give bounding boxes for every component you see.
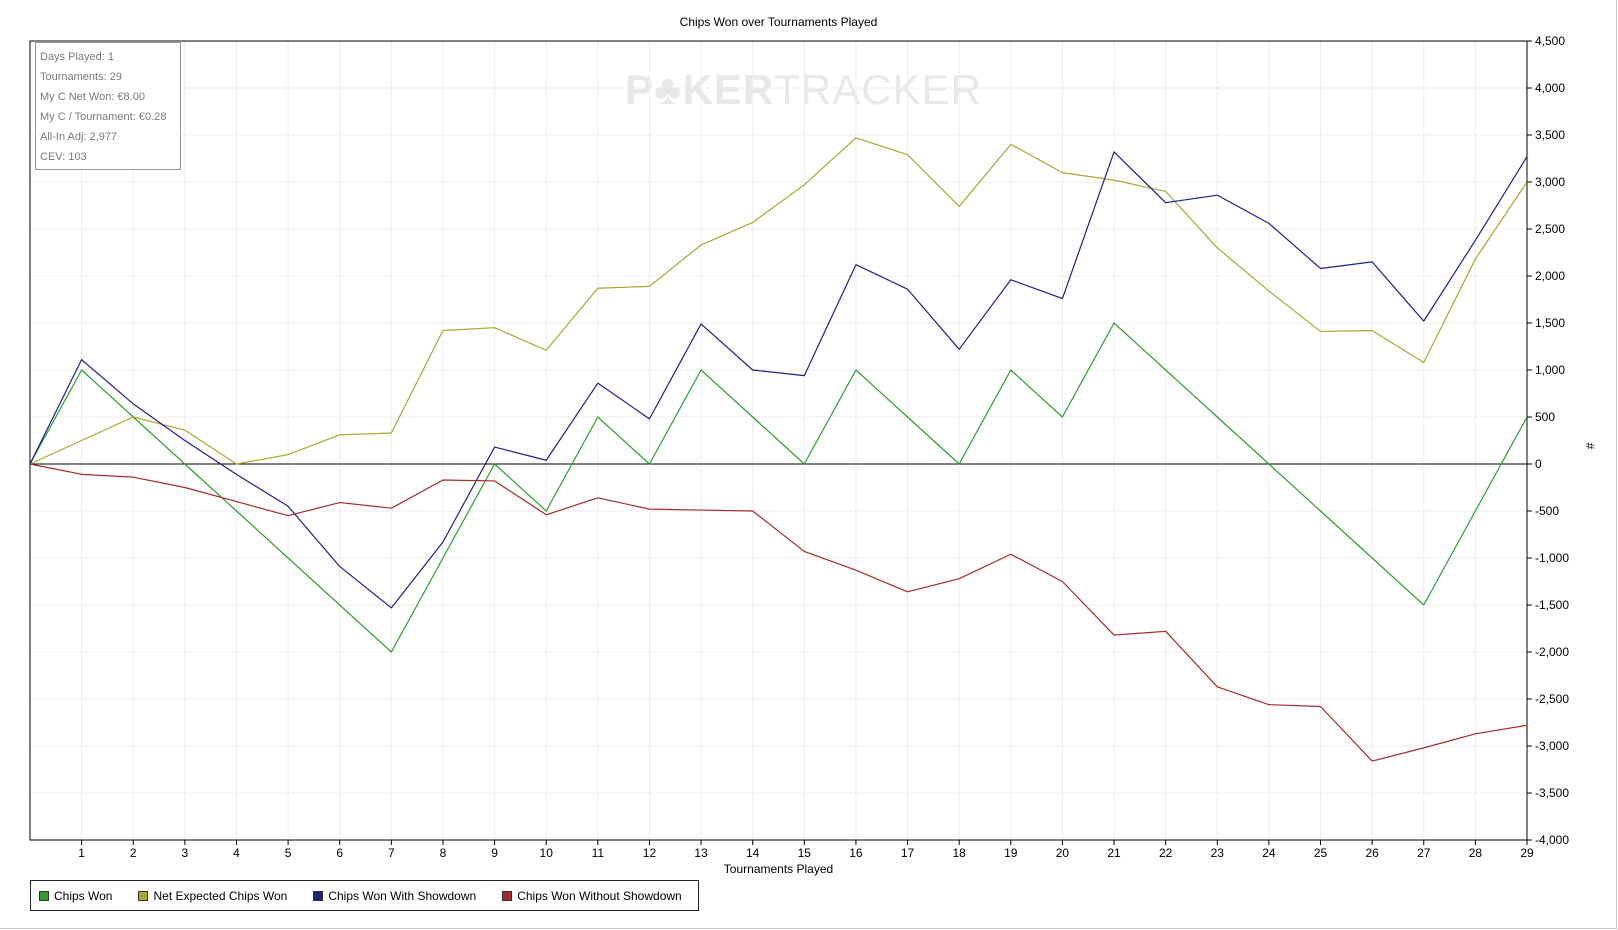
legend-item-net-expected-chips-won[interactable]: Net Expected Chips Won [138,889,287,903]
stat-cev: CEV: 103 [40,151,87,163]
y-tick-label: 1,500 [1535,316,1565,330]
y-tick-label: 2,500 [1535,222,1565,236]
series-line-chips-won-with-showdown [29,151,1528,609]
y-tick-label: 2,000 [1535,269,1565,283]
x-tick-label-26: 26 [1365,846,1379,860]
y-axis-ticks: 4,500 4,000 3,500 3,000 2,500 2,000 1,500 1,000… [1527,34,1569,847]
legend-label: Net Expected Chips Won [153,888,288,903]
stat-all-in-adj: All-In Adj: 2,977 [40,131,118,143]
x-tick-label-18: 18 [952,846,966,860]
x-tick-label-5: 5 [285,846,292,860]
x-tick-label-28: 28 [1469,846,1483,860]
y-tick-label: 1,000 [1535,363,1565,377]
x-axis-ticks: 1 2 3 4 5 6 7 8 9 10 11 12 13 14 15 16 17 18 19 20 21 22 23 24 2… [78,840,1534,860]
y-tick-label: -3,500 [1535,786,1569,800]
series-line-chips-won-without-showdown [29,463,1528,762]
legend-item-chips-won-with-showdown[interactable]: Chips Won With Showdown [313,889,476,903]
x-tick-label-2: 2 [130,846,137,860]
x-axis-label: Tournaments Played [724,862,833,876]
y-tick-label: 0 [1535,457,1542,471]
y-tick-label: 4,000 [1535,81,1565,95]
y-tick-label: -2,500 [1535,692,1569,706]
x-tick-label-25: 25 [1314,846,1328,860]
x-tick-label-23: 23 [1211,846,1225,860]
x-tick-label-13: 13 [694,846,708,860]
y-tick-label: -3,000 [1535,739,1569,753]
x-tick-label-12: 12 [643,846,657,860]
y-tick-label: -4,000 [1535,833,1569,847]
x-tick-label-16: 16 [849,846,863,860]
x-tick-label-15: 15 [798,846,812,860]
x-tick-label-19: 19 [1004,846,1018,860]
x-tick-label-10: 10 [540,846,554,860]
legend-swatch [502,890,513,901]
legend-label: Chips Won [54,888,113,903]
series-line-chips-won [29,322,1528,653]
x-tick-label-9: 9 [491,846,498,860]
x-tick-label-8: 8 [440,846,447,860]
series-lines [29,137,1528,762]
watermark-light-text: TRACKER [774,66,982,113]
x-tick-label-17: 17 [901,846,915,860]
x-tick-label-6: 6 [336,846,343,860]
y-axis-label: # [1583,443,1597,450]
x-tick-label-24: 24 [1262,846,1276,860]
stat-per-tournament: My C / Tournament: €0.28 [40,111,167,123]
legend-item-chips-won[interactable]: Chips Won [39,889,112,903]
y-tick-label: -1,000 [1535,551,1569,565]
series-line-net-expected-chips-won [29,137,1528,465]
x-tick-label-4: 4 [233,846,240,860]
x-tick-label-11: 11 [592,846,605,860]
chart-legend[interactable]: Chips Won Net Expected Chips Won Chips Won… [30,880,699,911]
y-tick-label: -2,000 [1535,645,1569,659]
legend-swatch [39,890,49,901]
x-tick-label-14: 14 [746,846,760,860]
stat-tournaments: Tournaments: 29 [40,71,122,83]
y-tick-label: 4,500 [1535,34,1565,48]
legend-swatch [313,890,324,901]
x-tick-label-1: 1 [78,846,85,860]
x-tick-label-29: 29 [1520,846,1534,860]
y-tick-label: 3,500 [1535,128,1565,142]
stat-days-played: Days Played: 1 [40,51,114,63]
y-tick-label: 500 [1535,410,1555,424]
x-tick-label-27: 27 [1417,846,1431,860]
stats-summary-box: Days Played: 1 Tournaments: 29 My C Net … [35,42,181,170]
plot-area [29,40,1528,841]
x-tick-label-20: 20 [1056,846,1070,860]
x-tick-label-22: 22 [1159,846,1173,860]
legend-label: Chips Won Without Showdown [517,888,682,903]
legend-item-chips-won-without-showdown[interactable]: Chips Won Without Showdown [502,889,682,903]
stat-net-won: My C Net Won: €8.00 [40,91,145,103]
chart-title: Chips Won over Tournaments Played [680,15,878,29]
y-tick-label: 3,000 [1535,175,1565,189]
x-tick-label-21: 21 [1107,846,1121,860]
legend-swatch [138,890,149,901]
x-tick-label-7: 7 [388,846,395,860]
x-tick-label-3: 3 [182,846,189,860]
legend-label: Chips Won With Showdown [328,888,477,903]
y-tick-label: -1,500 [1535,598,1569,612]
y-tick-label: -500 [1535,504,1559,518]
